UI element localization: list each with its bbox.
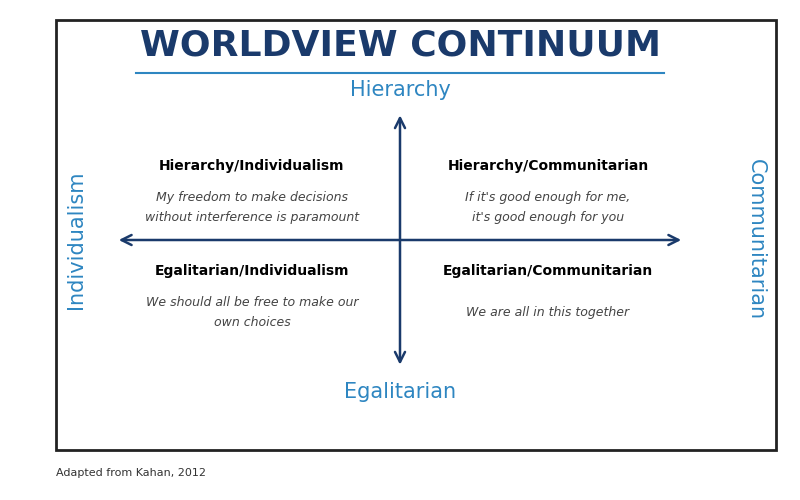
Text: Adapted from Kahan, 2012: Adapted from Kahan, 2012 — [56, 468, 206, 477]
Text: Egalitarian/Communitarian: Egalitarian/Communitarian — [443, 264, 653, 278]
Text: We should all be free to make our
own choices: We should all be free to make our own ch… — [146, 296, 358, 328]
Text: Egalitarian/Individualism: Egalitarian/Individualism — [154, 264, 350, 278]
Text: Hierarchy/Communitarian: Hierarchy/Communitarian — [447, 159, 649, 173]
Text: Hierarchy/Individualism: Hierarchy/Individualism — [159, 159, 345, 173]
Text: My freedom to make decisions
without interference is paramount: My freedom to make decisions without int… — [145, 192, 359, 224]
Text: WORLDVIEW CONTINUUM: WORLDVIEW CONTINUUM — [139, 28, 661, 62]
Text: Individualism: Individualism — [66, 171, 86, 309]
Bar — [56, 20, 776, 450]
Text: Communitarian: Communitarian — [746, 160, 766, 320]
Text: Egalitarian: Egalitarian — [344, 382, 456, 402]
Text: We are all in this together: We are all in this together — [466, 306, 630, 319]
Text: If it's good enough for me,
it's good enough for you: If it's good enough for me, it's good en… — [466, 192, 630, 224]
Text: Hierarchy: Hierarchy — [350, 80, 450, 100]
